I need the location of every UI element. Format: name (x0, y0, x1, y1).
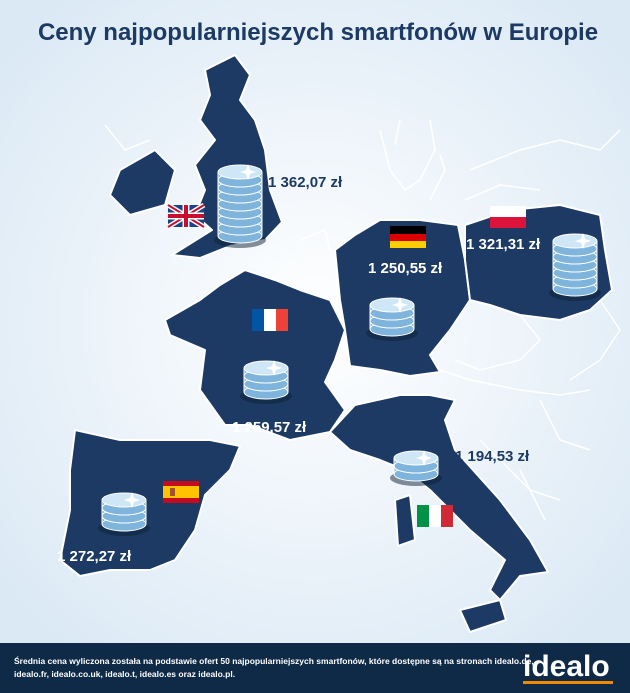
flag-poland (490, 206, 526, 228)
sparkle (266, 360, 282, 376)
france (164, 269, 346, 441)
sparkle (392, 297, 408, 313)
flag-spain (163, 481, 199, 503)
map-outlines (104, 119, 621, 521)
price-france: 1 259,57 zł (232, 419, 307, 436)
flag-germany (390, 226, 426, 248)
price-spain: 1 272,27 zł (57, 548, 132, 565)
price-poland: 1 321,31 zł (466, 236, 541, 253)
sparkle (416, 450, 432, 466)
logo-underline (523, 681, 613, 684)
spain (59, 429, 241, 577)
countries (59, 54, 613, 633)
germany (334, 219, 471, 377)
logo: idealo (523, 650, 610, 683)
coin-stack (240, 360, 292, 404)
flags (163, 202, 526, 527)
price-uk: 1 362,07 zł (268, 174, 343, 191)
footer-note: Średnia cena wyliczona została na podsta… (14, 655, 534, 666)
flag-italy (417, 505, 453, 527)
coin-stack (549, 233, 601, 301)
coin-stack (98, 492, 150, 536)
sparkle (575, 233, 591, 249)
sparkle (240, 164, 256, 180)
sardinia (394, 494, 416, 547)
coin-stacks (98, 164, 601, 536)
coin-stack (390, 450, 442, 486)
price-italy: 1 194,53 zł (455, 448, 530, 465)
sicily (459, 599, 507, 633)
flag-uk (166, 202, 206, 230)
footer-note: idealo.fr, idealo.co.uk, idealo.t, ideal… (14, 669, 235, 679)
ireland (109, 149, 176, 216)
footer (0, 643, 630, 693)
title: Ceny najpopularniejszych smartfonów w Eu… (38, 19, 598, 46)
price-germany: 1 250,55 zł (368, 260, 443, 277)
coin-stack (366, 297, 418, 341)
flag-france (252, 309, 288, 331)
coin-stack (214, 164, 266, 248)
sparkle (124, 492, 140, 508)
